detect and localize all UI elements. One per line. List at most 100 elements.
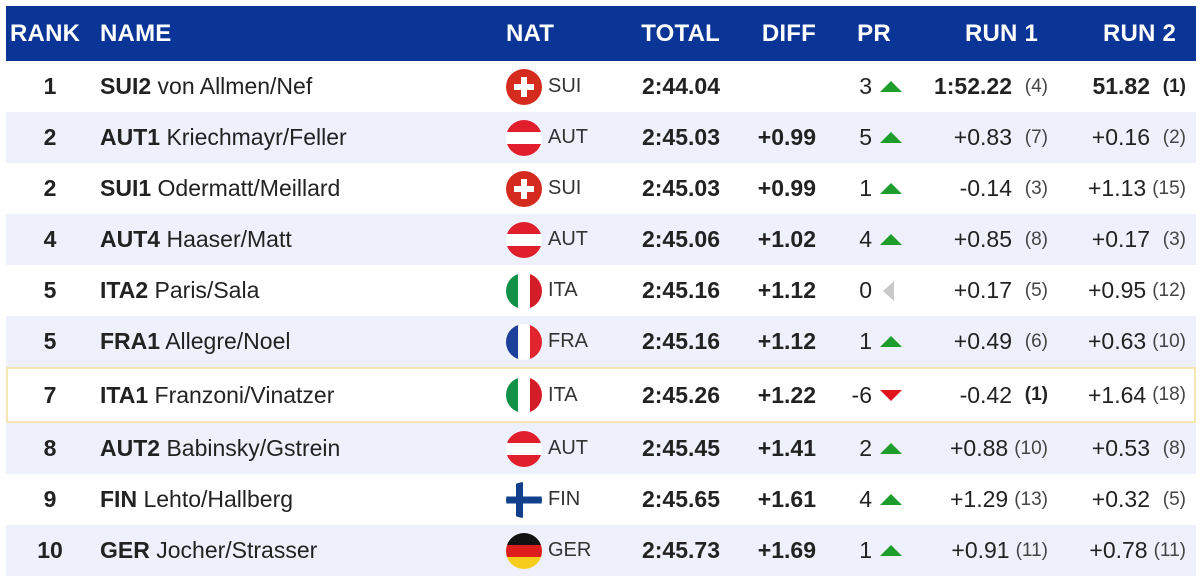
header-pr[interactable]: PR [857,19,891,47]
name-cell[interactable]: AUT2 Babinsky/Gstrein [94,435,506,462]
results-table: RANK NAME NAT TOTAL DIFF PR RUN 1 RUN 2 … [6,6,1196,576]
run1-rank: (3) [1024,177,1048,199]
table-row[interactable]: 1 SUI2 von Allmen/Nef SUI 2:44.04 3 1:52.22 (4… [6,61,1196,112]
name-cell[interactable]: GER Jocher/Strasser [94,537,506,564]
run1-cell: +0.83 (7) [906,124,1048,151]
position-change-value: 5 [859,124,872,150]
name-cell[interactable]: FRA1 Allegre/Noel [94,328,506,355]
sui-flag-icon [506,170,542,207]
header-total[interactable]: TOTAL [641,19,720,47]
fra-flag-icon [506,323,542,360]
nation-code: SUI [548,177,582,199]
table-row[interactable]: 7 ITA1 Franzoni/Vinatzer ITA 2:45.26 +1.22 -6… [6,367,1196,423]
name-cell[interactable]: FIN Lehto/Hallberg [94,486,506,513]
table-row[interactable]: 5 FRA1 Allegre/Noel FRA 2:45.16 +1.12 1 +0.49 (… [6,316,1196,367]
header-diff[interactable]: DIFF [761,19,816,47]
diff-time: +1.41 [757,435,816,461]
rank-cell: 5 [43,277,57,303]
run2-rank: (10) [1152,330,1186,352]
name-cell[interactable]: AUT4 Haaser/Matt [94,226,506,253]
nation-cell: FRA [506,323,616,360]
position-change-value: 1 [859,328,872,354]
arrow-up-icon [880,336,902,347]
table-row[interactable]: 9 FIN Lehto/Hallberg FIN 2:45.65 +1.61 4 +1.29… [6,474,1196,525]
run1-time: -0.14 [959,175,1012,201]
position-change: 2 [816,435,906,462]
header-name[interactable]: NAME [100,19,172,47]
header-run1[interactable]: RUN 1 [964,19,1038,47]
name-cell[interactable]: SUI1 Odermatt/Meillard [94,175,506,202]
run1-time: +0.17 [953,277,1012,303]
name-cell[interactable]: ITA2 Paris/Sala [94,277,506,304]
name-cell[interactable]: AUT1 Kriechmayr/Feller [94,124,506,151]
run2-time: +0.32 [1091,486,1150,512]
position-change: 3 [816,73,906,100]
run1-rank: (6) [1024,330,1048,352]
run2-rank: (1) [1162,75,1186,97]
arrow-down-icon [880,389,902,401]
team-code: ITA2 [100,277,149,303]
diff-time: +0.99 [757,175,816,201]
table-row[interactable]: 8 AUT2 Babinsky/Gstrein AUT 2:45.45 +1.41 2 +0… [6,423,1196,474]
table-row[interactable]: 2 SUI1 Odermatt/Meillard SUI 2:45.03 +0.99 1 -… [6,163,1196,214]
run2-time: +0.53 [1091,435,1150,461]
run2-rank: (2) [1162,126,1186,148]
name-cell[interactable]: SUI2 von Allmen/Nef [94,73,506,100]
rank-cell: 7 [43,381,57,408]
team-code: AUT4 [100,226,161,252]
run1-rank: (1) [1024,384,1048,405]
run1-cell: +0.49 (6) [906,328,1048,355]
header-run2[interactable]: RUN 2 [1102,19,1176,47]
run2-rank: (11) [1153,539,1186,561]
athlete-names: Haaser/Matt [166,226,292,252]
run1-cell: -0.42 (1) [906,382,1048,409]
position-change-value: 4 [859,486,872,512]
diff-time: +1.12 [757,328,816,354]
ger-flag-icon [506,532,542,569]
position-change: 1 [816,537,906,564]
table-row[interactable]: 10 GER Jocher/Strasser GER 2:45.73 +1.69 1 +0.… [6,525,1196,576]
run2-cell: +0.63 (10) [1048,328,1186,355]
table-row[interactable]: 4 AUT4 Haaser/Matt AUT 2:45.06 +1.02 4 +0.85 (8… [6,214,1196,265]
run2-cell: +0.95 (12) [1048,277,1186,304]
arrow-up-icon [880,132,902,143]
run1-time: +0.49 [953,328,1012,354]
position-change: 4 [816,226,906,253]
run2-rank: (18) [1152,384,1186,405]
rank-cell: 8 [43,435,57,461]
header-rank[interactable]: RANK [10,19,81,47]
position-change: 4 [816,486,906,513]
total-time: 2:45.45 [641,435,720,461]
run2-cell: +0.17 (3) [1048,226,1186,253]
table-header: RANK NAME NAT TOTAL DIFF PR RUN 1 RUN 2 [6,6,1196,61]
table-row[interactable]: 2 AUT1 Kriechmayr/Feller AUT 2:45.03 +0.99 5 +… [6,112,1196,163]
arrow-up-icon [880,443,902,454]
run1-cell: +0.85 (8) [906,226,1048,253]
position-change-value: 1 [859,175,872,201]
arrow-up-icon [880,494,902,505]
run1-time: +0.85 [953,226,1012,252]
run1-cell: +0.91 (11) [906,537,1048,564]
diff-time: +1.22 [757,381,816,408]
arrow-left-icon [883,280,894,301]
run1-time: +0.91 [951,537,1010,563]
position-change-value: 3 [859,73,872,99]
run2-cell: +0.16 (2) [1048,124,1186,151]
run1-rank: (13) [1014,488,1048,510]
nation-code: SUI [548,75,582,97]
header-nat[interactable]: NAT [506,19,555,47]
position-change-value: -6 [851,381,872,408]
run1-rank: (4) [1024,75,1048,97]
position-change: 1 [816,175,906,202]
rank-cell: 1 [43,73,57,99]
table-row[interactable]: 5 ITA2 Paris/Sala ITA 2:45.16 +1.12 0 +0.17 (5)… [6,265,1196,316]
run2-time: 51.82 [1092,73,1150,99]
athlete-names: Lehto/Hallberg [143,486,294,512]
athlete-names: Jocher/Strasser [156,537,318,563]
sui-flag-icon [506,68,542,105]
fin-flag-icon [506,481,542,518]
run2-rank: (15) [1152,177,1186,199]
rank-cell: 5 [43,328,57,354]
run1-cell: 1:52.22 (4) [906,73,1048,100]
name-cell[interactable]: ITA1 Franzoni/Vinatzer [94,382,506,409]
